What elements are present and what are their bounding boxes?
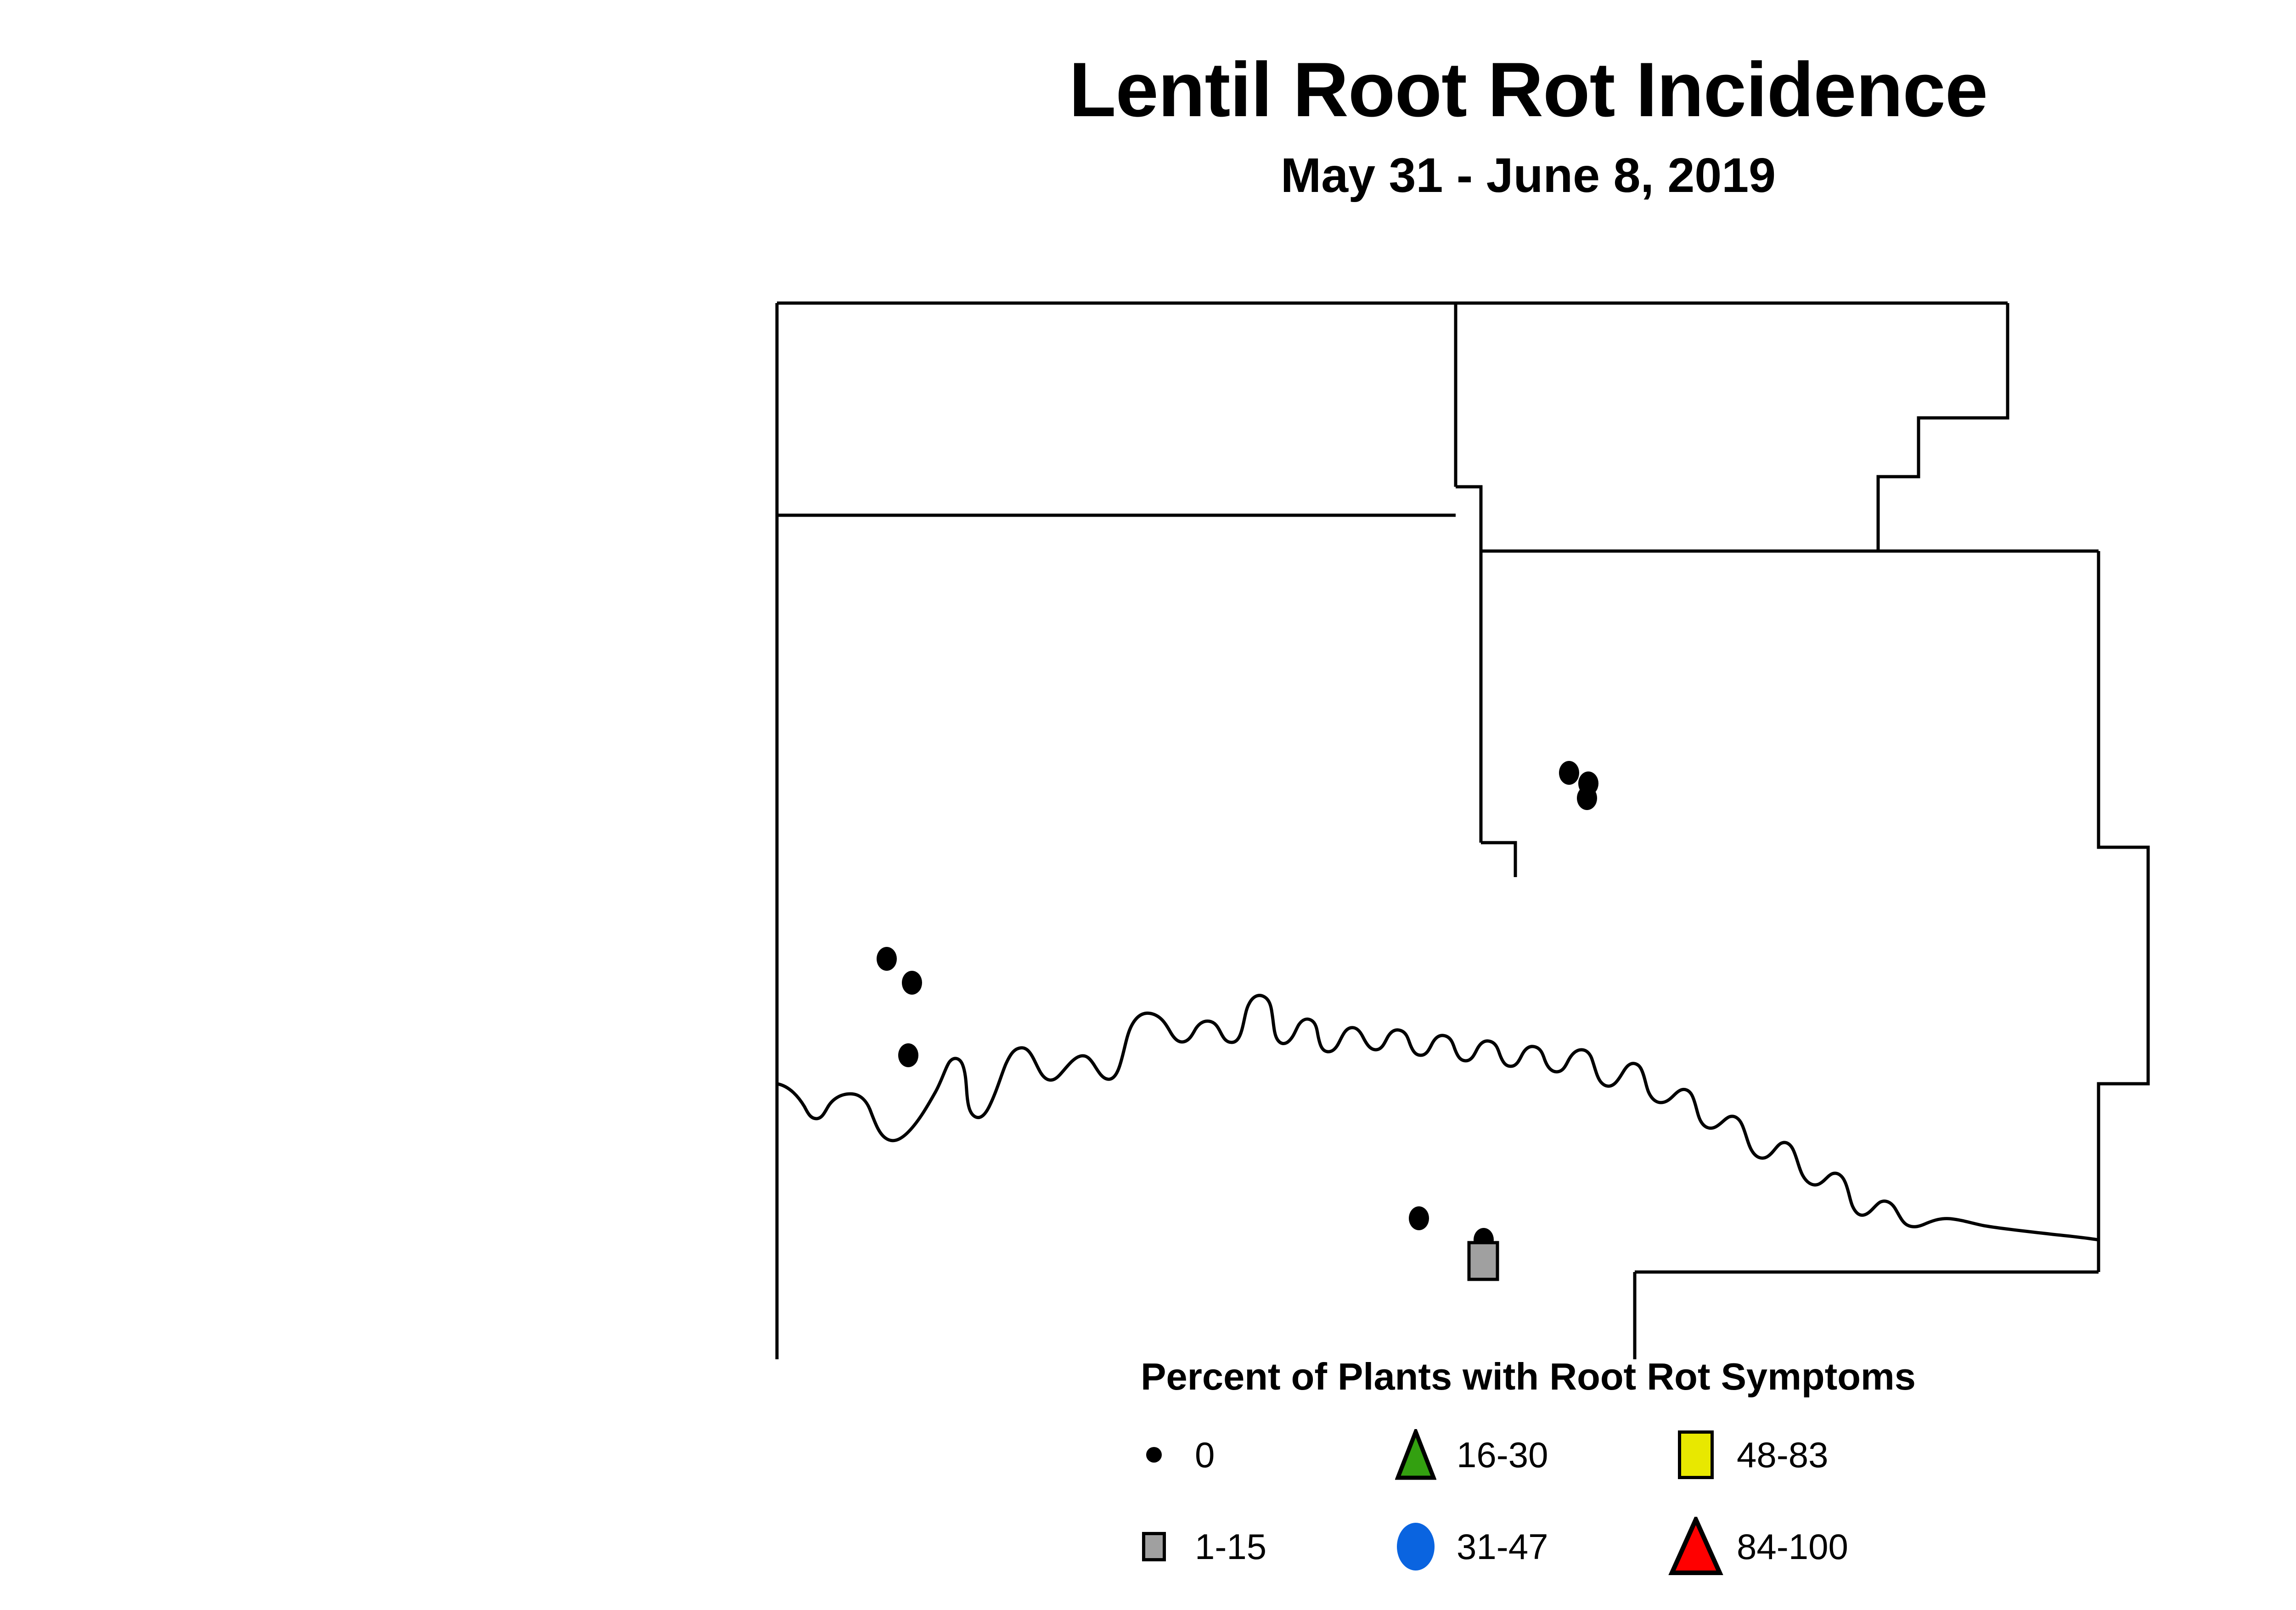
legend-swatch-yellow-square: [1661, 1427, 1730, 1482]
black-dot-icon: [1146, 1447, 1162, 1463]
gray-square-icon: [1142, 1532, 1166, 1561]
legend-item-2[interactable]: 16-30: [1381, 1427, 1548, 1482]
legend-swatch-gray-square: [1120, 1519, 1188, 1574]
legend-item-label: 31-47: [1457, 1526, 1548, 1567]
boundary-ne-right-step: [1876, 303, 2009, 551]
page-title: Lentil Root Rot Incidence: [1069, 46, 1988, 133]
site-marker-dot: [877, 947, 897, 971]
title-block: Lentil Root Rot Incidence May 31 - June …: [0, 46, 2296, 203]
boundary-e-right: [2097, 551, 2150, 1201]
legend-item-4[interactable]: 48-83: [1661, 1427, 1829, 1482]
legend-item-label: 16-30: [1457, 1435, 1548, 1475]
green-triangle-icon: [1395, 1429, 1436, 1480]
site-marker-dot: [898, 1043, 918, 1067]
legend-swatch-blue-circle: [1381, 1519, 1450, 1574]
legend-item-0[interactable]: 0: [1120, 1427, 1215, 1482]
red-triangle-icon: [1668, 1517, 1723, 1575]
site-marker-gray-square: [1467, 1241, 1499, 1281]
site-marker-dot: [1409, 1206, 1429, 1230]
site-marker-dot: [1577, 786, 1597, 810]
map-container: [0, 257, 2296, 1359]
legend-item-5[interactable]: 84-100: [1661, 1517, 1848, 1575]
legend-item-3[interactable]: 31-47: [1381, 1519, 1548, 1574]
legend-item-label: 48-83: [1737, 1435, 1829, 1475]
legend-item-label: 0: [1195, 1435, 1215, 1475]
legend-item-label: 1-15: [1195, 1526, 1267, 1567]
legend-swatch-green-triangle: [1381, 1427, 1450, 1482]
legend-grid: 0 1-15 16-30: [1120, 1427, 1937, 1575]
sample-site-markers: [877, 761, 1598, 1281]
county-boundaries: [775, 301, 2150, 1359]
site-marker-dot: [902, 971, 922, 995]
boundary-nw-ne-jog: [1456, 485, 1483, 551]
legend-item-1[interactable]: 1-15: [1120, 1519, 1266, 1574]
county-map: [775, 301, 2150, 1359]
blue-circle-icon: [1397, 1523, 1435, 1571]
yellow-square-icon: [1678, 1430, 1714, 1479]
legend-swatch-red-triangle: [1661, 1517, 1730, 1575]
legend: Percent of Plants with Root Rot Symptoms…: [0, 1355, 2296, 1575]
legend-item-label: 84-100: [1737, 1526, 1848, 1567]
legend-swatch-dot: [1120, 1427, 1188, 1482]
site-marker-dot: [1559, 761, 1579, 785]
boundary-central-step: [1481, 841, 1517, 877]
boundary-river: [777, 994, 2099, 1242]
page-subtitle: May 31 - June 8, 2019: [1280, 148, 1776, 203]
legend-title: Percent of Plants with Root Rot Symptoms: [1141, 1355, 1916, 1398]
